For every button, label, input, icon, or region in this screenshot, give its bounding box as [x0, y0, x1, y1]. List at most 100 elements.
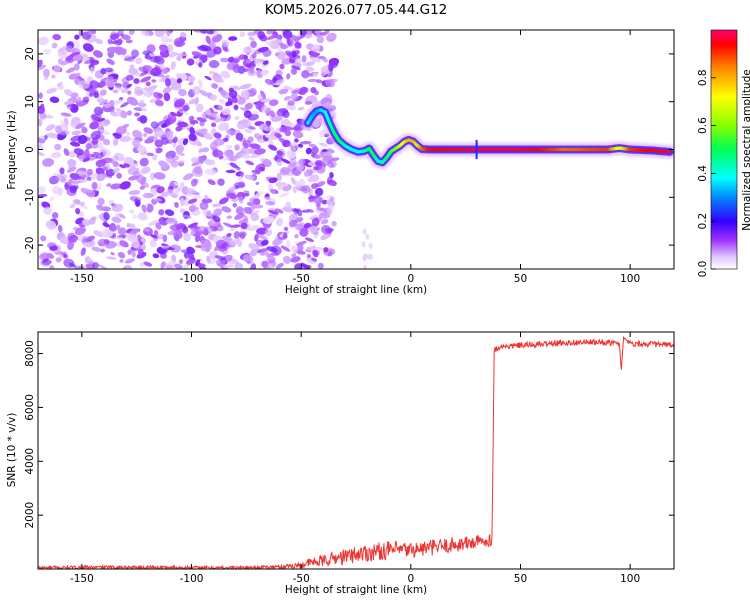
noise-blob — [254, 233, 259, 242]
snr-x-axis-label: Height of straight line (km) — [285, 584, 427, 596]
noise-blob — [293, 36, 300, 43]
noise-blob — [130, 49, 140, 58]
noise-blob — [140, 176, 147, 185]
noise-blob — [110, 252, 115, 256]
noise-blob — [243, 68, 248, 73]
noise-blob — [264, 134, 273, 139]
noise-blob — [191, 51, 203, 57]
noise-blob — [182, 173, 194, 181]
noise-blob — [117, 30, 124, 35]
noise-blob — [199, 120, 205, 127]
noise-blob — [292, 125, 301, 131]
noise-blob — [215, 239, 228, 249]
noise-blob — [136, 116, 143, 122]
noise-blob — [86, 168, 93, 176]
noise-blob — [49, 196, 55, 201]
noise-blob — [122, 48, 127, 55]
noise-blob — [234, 144, 240, 151]
noise-blob — [131, 70, 142, 78]
noise-blob — [318, 151, 325, 159]
noise-blob — [106, 256, 117, 260]
noise-blob — [193, 195, 201, 199]
noise-blob — [126, 110, 132, 116]
noise-blob — [240, 119, 252, 128]
noise-blob — [137, 248, 144, 255]
noise-blob — [158, 160, 169, 169]
noise-blob — [365, 233, 370, 240]
noise-blob — [139, 157, 149, 167]
noise-blob — [280, 245, 291, 252]
noise-blob — [57, 51, 68, 59]
noise-blob — [143, 227, 151, 232]
snr-x-ticks: -150 -100 -50 0 50 100 — [70, 332, 640, 585]
noise-blob — [96, 173, 106, 182]
noise-blob — [81, 126, 88, 134]
noise-blob — [141, 30, 150, 37]
noise-blob — [282, 255, 292, 264]
noise-blob — [142, 87, 155, 91]
noise-blob — [267, 183, 274, 190]
noise-blob — [264, 126, 275, 132]
noise-blob — [131, 140, 140, 146]
noise-blob — [176, 78, 183, 84]
noise-blob — [99, 99, 108, 106]
noise-blob — [294, 41, 302, 49]
noise-blob — [243, 46, 250, 53]
noise-blob — [71, 130, 82, 136]
spectrogram-y-axis-label: Frequency (Hz) — [6, 110, 18, 189]
noise-blob — [66, 166, 77, 173]
noise-blob — [212, 203, 222, 208]
colorbar-tick-label: 0.8 — [697, 69, 709, 86]
noise-blob — [321, 199, 328, 205]
noise-blob — [173, 37, 184, 47]
noise-blob — [127, 249, 133, 255]
noise-blob — [294, 138, 299, 143]
noise-blob — [188, 256, 196, 260]
noise-blob — [160, 252, 167, 259]
noise-blob — [111, 203, 124, 212]
noise-blob — [42, 158, 55, 167]
noise-blob — [91, 182, 98, 190]
snr-y-ticks: 2000 4000 6000 8000 — [24, 340, 674, 529]
noise-blob — [38, 193, 48, 198]
noise-blob — [315, 161, 323, 170]
noise-blob — [165, 264, 174, 269]
noise-blob — [235, 132, 244, 141]
noise-blob — [282, 232, 288, 239]
noise-blob — [234, 115, 240, 121]
noise-blob — [176, 151, 185, 156]
noise-blob — [286, 142, 292, 148]
noise-blob — [153, 55, 165, 65]
noise-blob — [250, 213, 260, 222]
noise-blob — [230, 155, 238, 162]
noise-blob — [291, 245, 298, 254]
noise-blob — [245, 160, 255, 166]
noise-blob — [81, 219, 91, 227]
noise-blob — [304, 100, 312, 105]
noise-blob — [85, 235, 96, 243]
noise-blob — [68, 151, 76, 158]
noise-blob — [240, 152, 251, 159]
noise-blob — [221, 206, 232, 213]
noise-blob — [139, 261, 145, 268]
noise-blob — [111, 216, 122, 223]
noise-blob — [145, 81, 151, 87]
noise-blob — [245, 58, 252, 64]
noise-blob — [296, 57, 305, 63]
noise-blob — [195, 103, 204, 113]
x-tick-label: -50 — [293, 573, 310, 585]
noise-blob — [73, 148, 85, 156]
noise-blob — [222, 47, 230, 53]
noise-blob — [311, 217, 320, 227]
noise-blob — [269, 110, 276, 119]
noise-blob — [67, 234, 79, 243]
noise-blob — [233, 231, 240, 239]
noise-blob — [198, 79, 203, 88]
noise-blob — [217, 178, 225, 186]
noise-blob — [232, 202, 238, 208]
noise-blob — [261, 239, 269, 246]
noise-blob — [125, 74, 134, 81]
noise-blob — [74, 227, 86, 236]
noise-blob — [112, 89, 119, 94]
noise-blob — [195, 235, 201, 243]
